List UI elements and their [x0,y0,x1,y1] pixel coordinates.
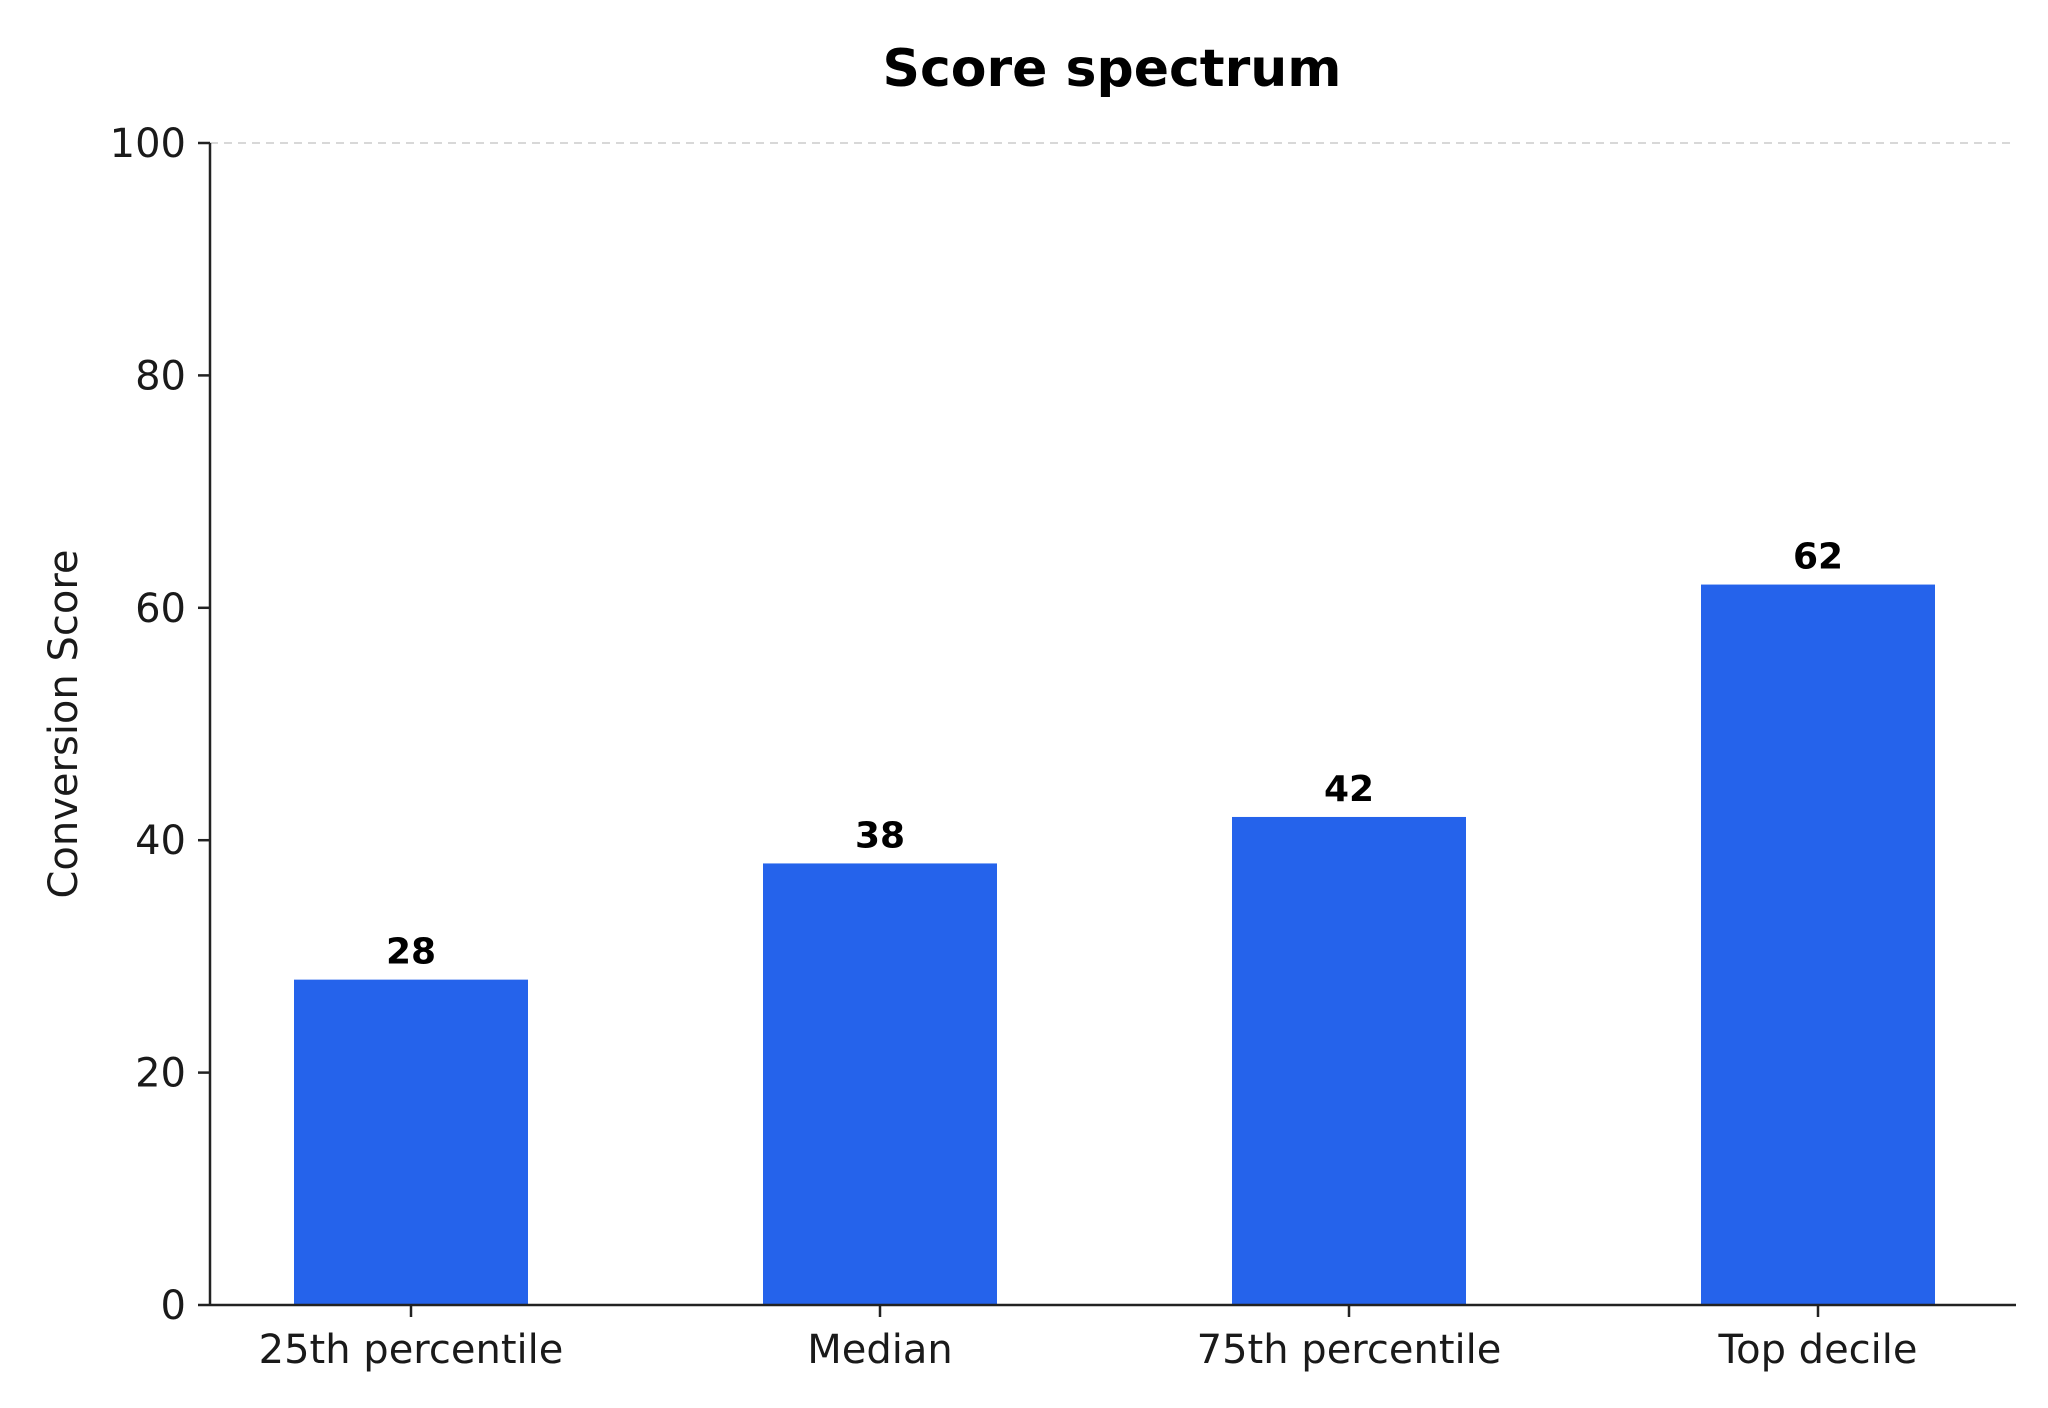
x-tick-label-2: 75th percentile [1197,1327,1502,1373]
x-tick-label-1: Median [807,1327,953,1373]
bar-0 [294,979,528,1305]
y-tick-label-1: 20 [135,1051,186,1097]
x-axis-ticks: 25th percentile Median 75th percentile Top … [259,1305,1918,1373]
x-tick-label-0: 25th percentile [259,1327,564,1373]
y-axis-ticks: 0 20 40 60 80 100 [110,121,210,1329]
bar-2 [1232,816,1466,1305]
x-tick-label-3: Top decile [1717,1327,1917,1373]
data-label-0: 28 [386,932,436,973]
y-tick-label-5: 100 [110,121,186,167]
y-tick-label-0: 0 [161,1283,186,1329]
bars-group [294,584,1935,1305]
data-labels-group: 28 38 42 62 [386,537,1843,973]
y-axis-label: Conversion Score [41,549,87,898]
chart-title: Score spectrum [883,39,1342,99]
bar-1 [763,863,997,1305]
y-tick-label-3: 60 [135,586,186,632]
data-label-2: 42 [1324,769,1374,810]
bar-3 [1701,584,1935,1305]
y-tick-label-2: 40 [135,818,186,864]
y-tick-label-4: 80 [135,353,186,399]
data-label-3: 62 [1793,537,1843,578]
data-label-1: 38 [855,815,905,856]
